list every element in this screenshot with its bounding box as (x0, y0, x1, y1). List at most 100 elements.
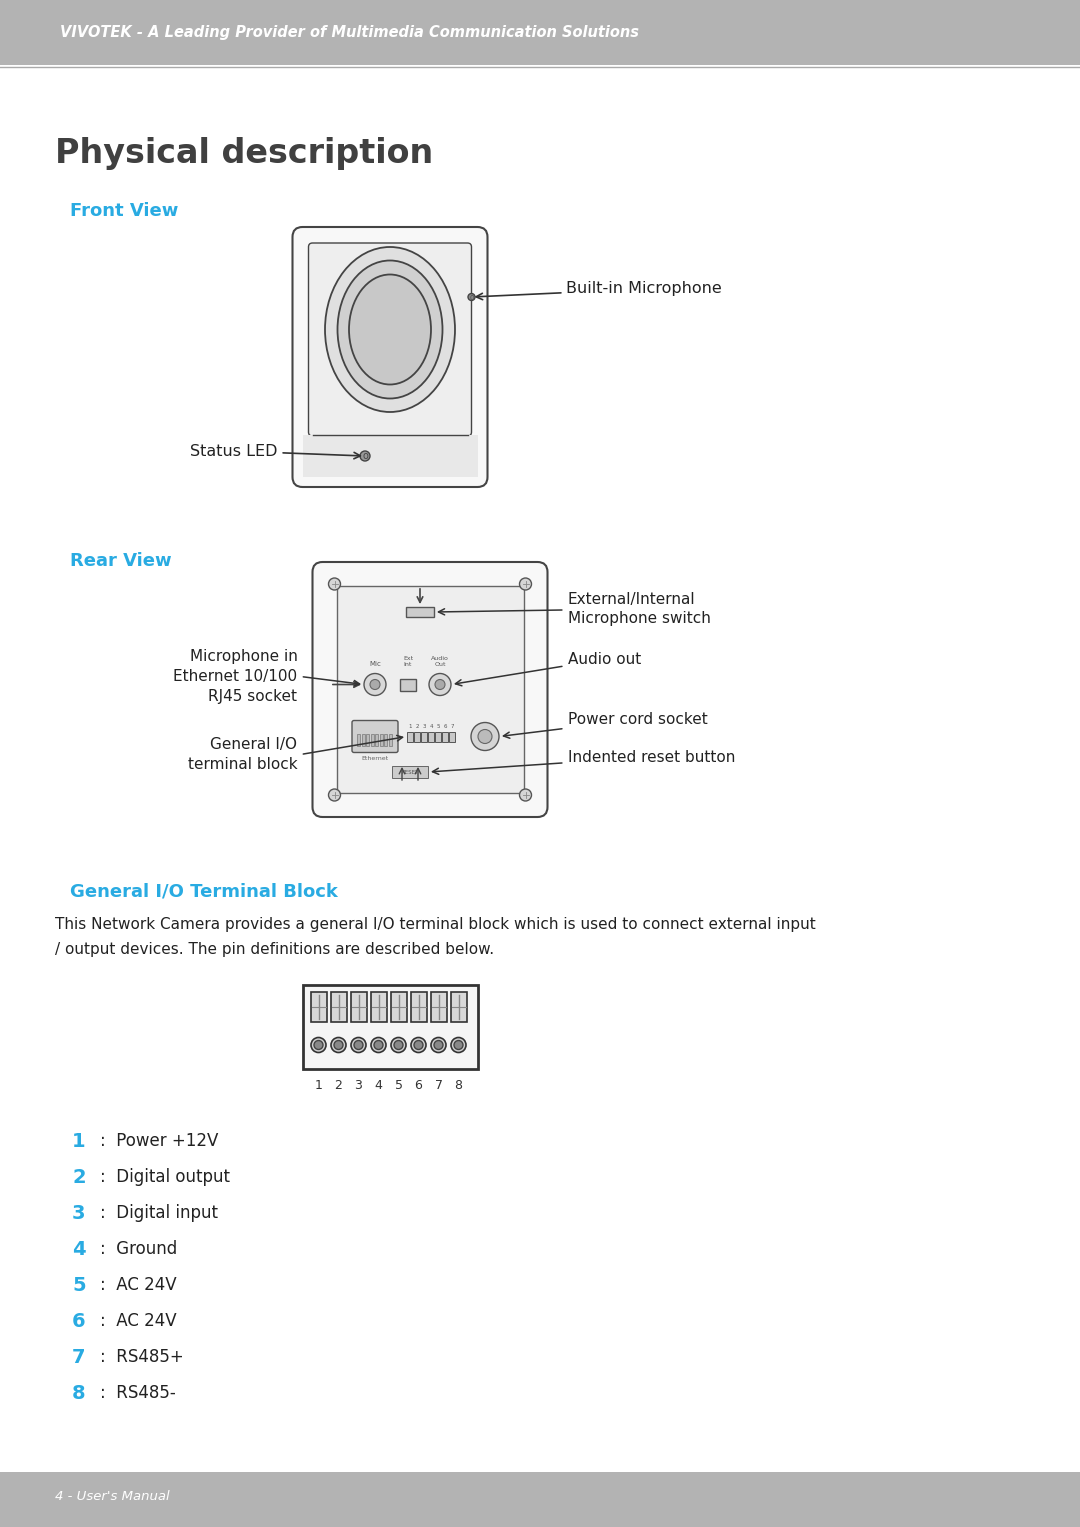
Text: Microphone in
Ethernet 10/100
RJ45 socket: Microphone in Ethernet 10/100 RJ45 socke… (174, 649, 297, 704)
Text: 3: 3 (72, 1203, 85, 1223)
Text: Mic: Mic (369, 661, 381, 666)
Circle shape (328, 789, 340, 802)
Text: 6: 6 (415, 1080, 422, 1092)
FancyBboxPatch shape (352, 721, 399, 753)
Text: :  Digital output: : Digital output (100, 1168, 230, 1186)
Circle shape (372, 1037, 386, 1052)
Text: Rear View: Rear View (70, 551, 172, 570)
Text: Ethernet: Ethernet (362, 756, 389, 760)
Text: General I/O Terminal Block: General I/O Terminal Block (70, 883, 338, 899)
Text: Status LED: Status LED (190, 443, 361, 458)
Bar (370, 993, 387, 1022)
Text: / output devices. The pin definitions are described below.: / output devices. The pin definitions ar… (55, 942, 495, 957)
Text: o: o (362, 450, 368, 461)
Bar (449, 731, 455, 742)
Bar (362, 733, 365, 745)
Text: 4: 4 (429, 724, 433, 730)
Text: :  AC 24V: : AC 24V (100, 1312, 177, 1330)
Circle shape (478, 730, 492, 744)
Circle shape (314, 1040, 323, 1049)
Bar (0, 1472, 1080, 1527)
Text: 7: 7 (434, 1080, 443, 1092)
FancyBboxPatch shape (293, 228, 487, 487)
Bar (351, 993, 366, 1022)
Circle shape (311, 1037, 326, 1052)
Text: 1: 1 (72, 1132, 85, 1151)
Bar (400, 678, 416, 690)
Bar (366, 733, 369, 745)
Circle shape (360, 450, 370, 461)
Text: Power cord socket: Power cord socket (503, 712, 707, 738)
Bar (375, 733, 378, 745)
Text: :  AC 24V: : AC 24V (100, 1277, 177, 1293)
Text: 6: 6 (72, 1312, 85, 1332)
Text: 7: 7 (450, 724, 454, 730)
Text: 3: 3 (422, 724, 426, 730)
Circle shape (391, 1037, 406, 1052)
Circle shape (351, 1037, 366, 1052)
Text: 8: 8 (72, 1383, 85, 1403)
Bar (0, 0, 1080, 66)
Circle shape (374, 1040, 383, 1049)
Bar (431, 993, 446, 1022)
FancyBboxPatch shape (309, 243, 472, 437)
Text: 2: 2 (415, 724, 419, 730)
Circle shape (394, 1040, 403, 1049)
Circle shape (411, 1037, 426, 1052)
Circle shape (468, 293, 475, 301)
Text: :  RS485+: : RS485+ (100, 1348, 184, 1367)
Text: Front View: Front View (70, 202, 178, 220)
Circle shape (414, 1040, 423, 1049)
Text: Audio out: Audio out (456, 652, 640, 686)
Ellipse shape (337, 261, 443, 399)
Text: Indented reset button: Indented reset button (432, 750, 734, 774)
Circle shape (370, 680, 380, 690)
Circle shape (519, 789, 531, 802)
Bar (406, 608, 434, 617)
Text: 5: 5 (72, 1277, 85, 1295)
Text: Ext
Int: Ext Int (403, 655, 413, 666)
Text: 1: 1 (408, 724, 411, 730)
Bar (370, 733, 374, 745)
Circle shape (334, 1040, 343, 1049)
Text: 4 - User's Manual: 4 - User's Manual (55, 1490, 170, 1503)
Text: External/Internal
Microphone switch: External/Internal Microphone switch (438, 592, 711, 626)
Bar (379, 733, 382, 745)
Circle shape (431, 1037, 446, 1052)
Text: 4: 4 (72, 1240, 85, 1258)
Text: 2: 2 (335, 1080, 342, 1092)
Circle shape (471, 722, 499, 750)
Bar (357, 733, 360, 745)
Bar (302, 435, 477, 476)
Text: Physical description: Physical description (55, 137, 433, 169)
Text: Audio
Out: Audio Out (431, 655, 449, 666)
Bar (392, 767, 428, 777)
Text: Built-in Microphone: Built-in Microphone (476, 281, 723, 299)
Text: :  Power +12V: : Power +12V (100, 1132, 218, 1150)
Bar (414, 731, 420, 742)
Circle shape (354, 1040, 363, 1049)
Text: RESET: RESET (402, 770, 419, 774)
Text: 7: 7 (72, 1348, 85, 1367)
Text: 5: 5 (436, 724, 440, 730)
Circle shape (451, 1037, 465, 1052)
Bar (302, 985, 477, 1069)
Bar (311, 993, 326, 1022)
Bar (389, 733, 391, 745)
Text: 1: 1 (314, 1080, 323, 1092)
Circle shape (429, 673, 451, 695)
Bar (410, 993, 427, 1022)
Text: 5: 5 (394, 1080, 403, 1092)
Circle shape (364, 673, 386, 695)
Bar (421, 731, 427, 742)
Circle shape (330, 1037, 346, 1052)
Circle shape (328, 579, 340, 589)
Text: :  Digital input: : Digital input (100, 1203, 218, 1222)
Bar (428, 731, 434, 742)
Text: This Network Camera provides a general I/O terminal block which is used to conne: This Network Camera provides a general I… (55, 918, 815, 931)
FancyBboxPatch shape (312, 562, 548, 817)
Bar (337, 586, 524, 793)
Bar (435, 731, 441, 742)
Ellipse shape (349, 275, 431, 385)
Text: :  Ground: : Ground (100, 1240, 177, 1258)
